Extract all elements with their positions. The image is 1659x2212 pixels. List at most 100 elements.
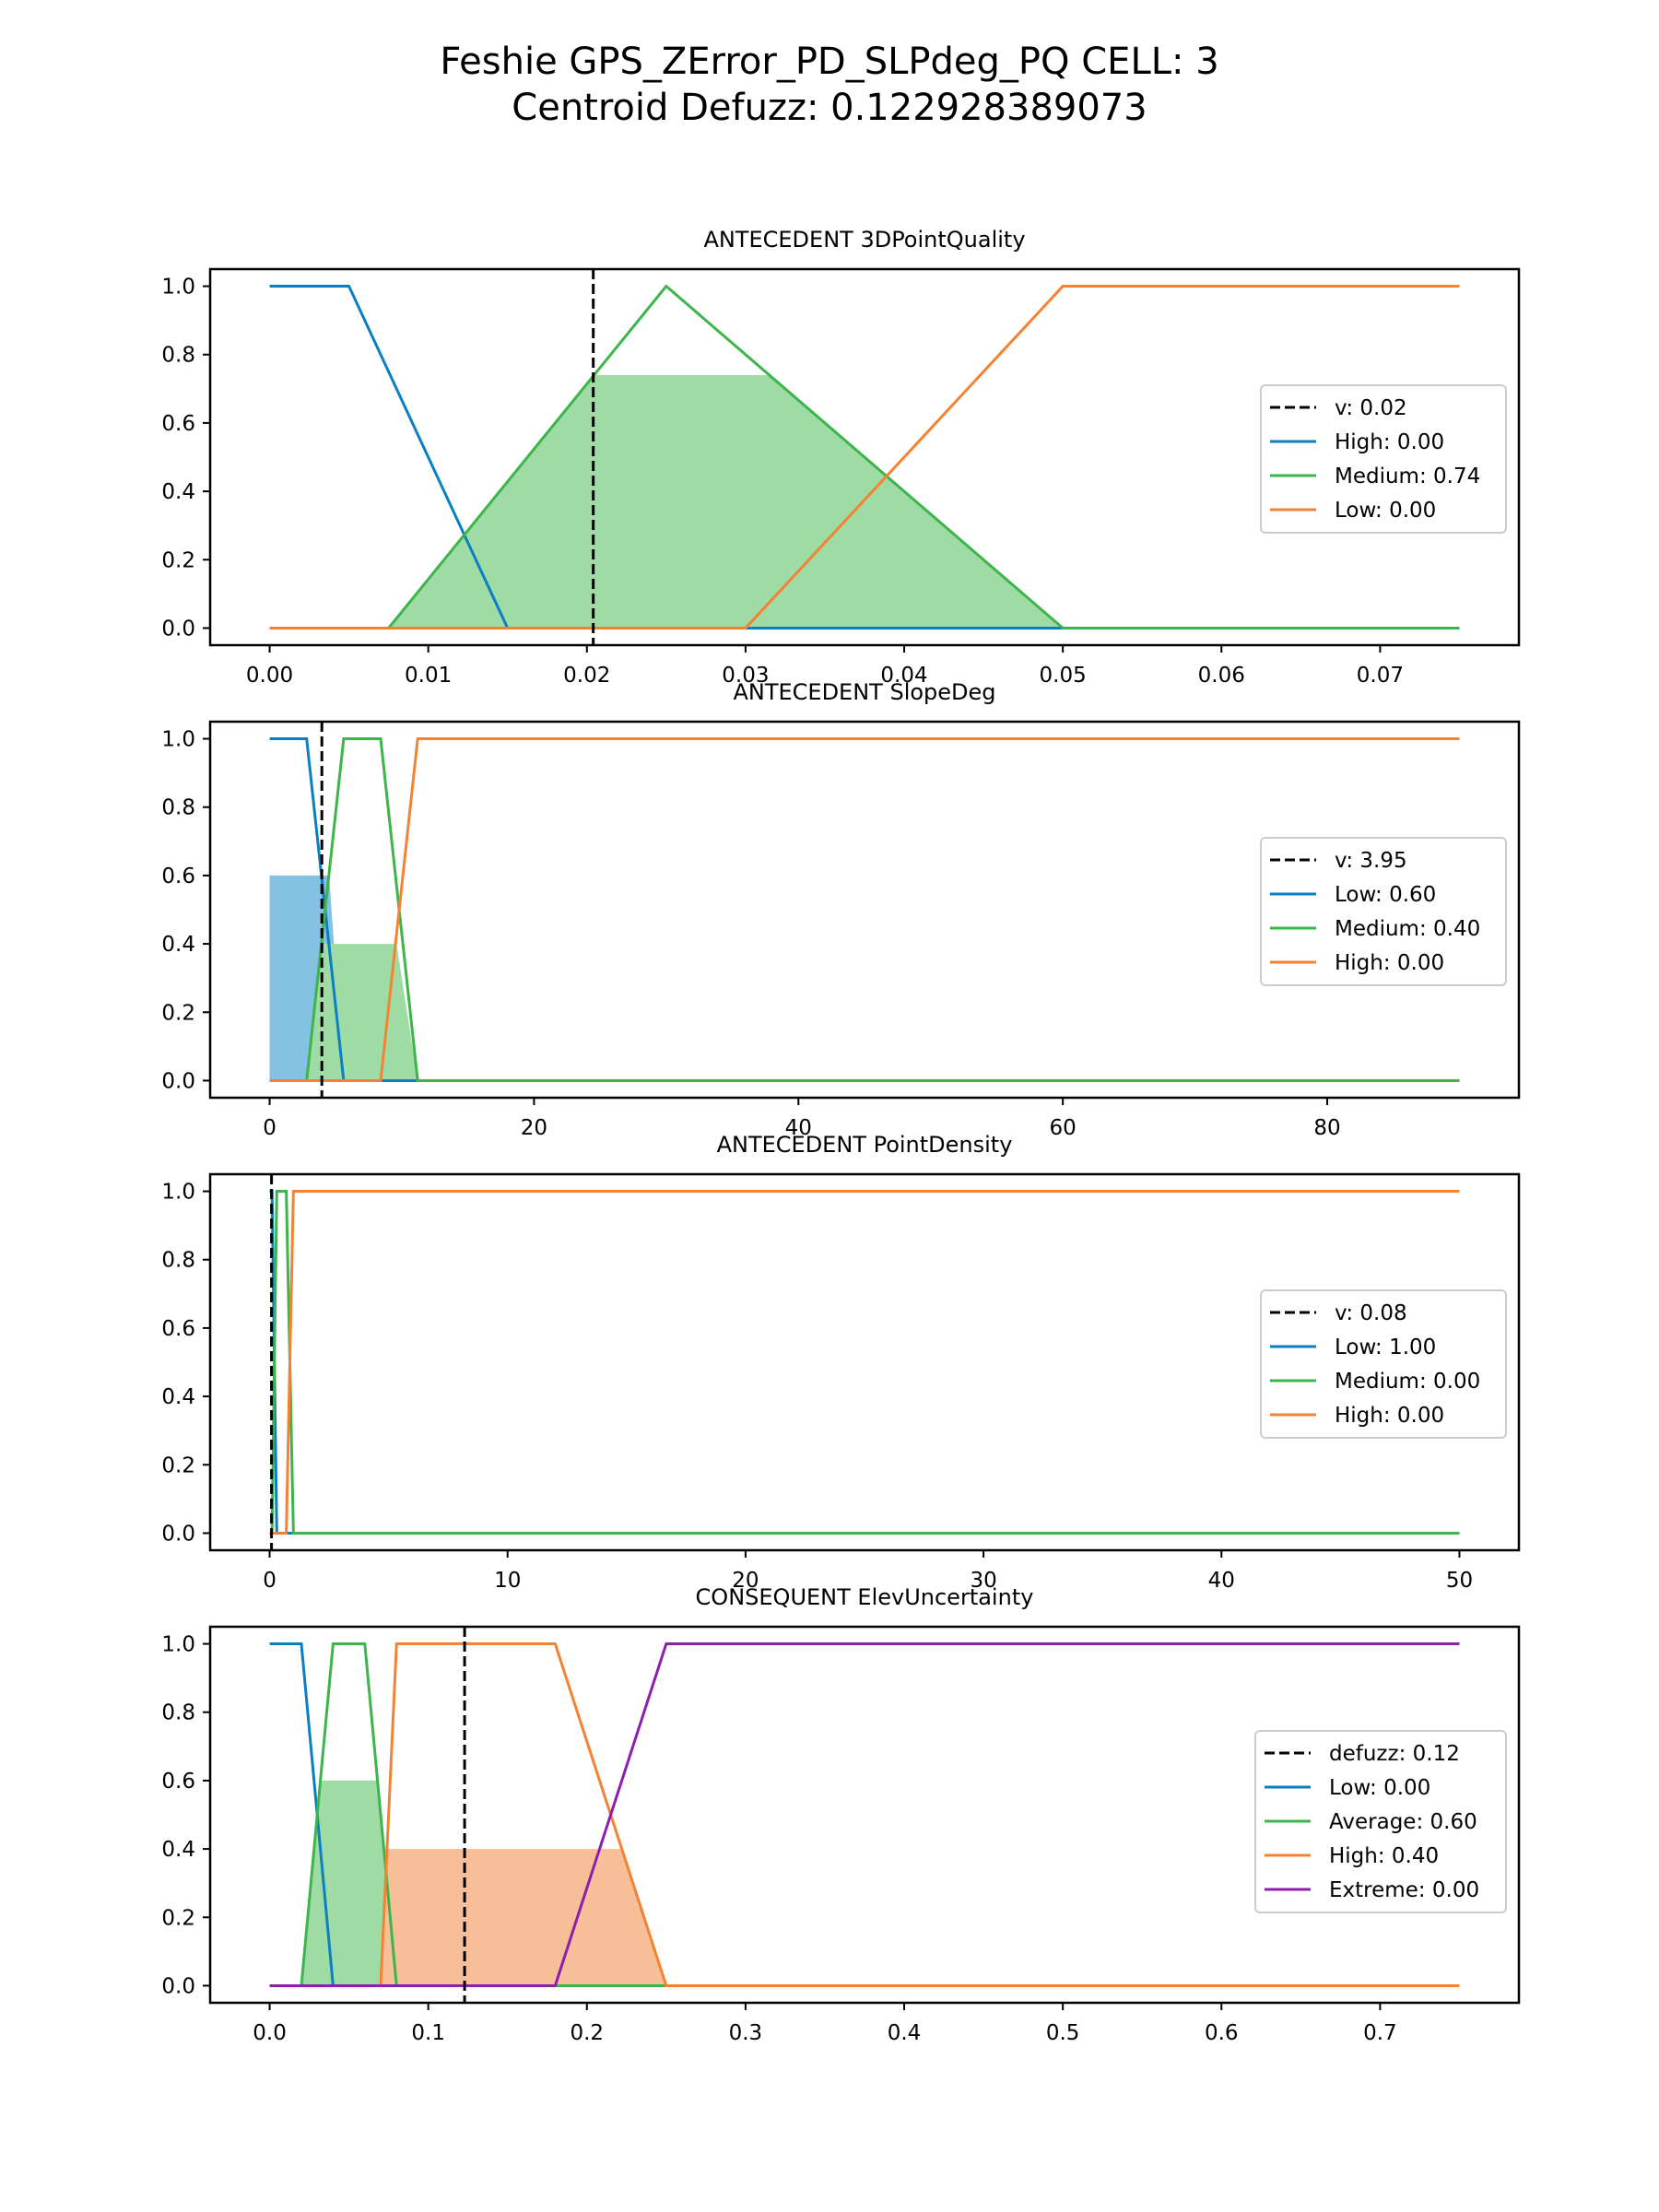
legend-label: defuzz: 0.12 — [1329, 1742, 1460, 1766]
y-tick-label: 0.0 — [161, 1974, 195, 1998]
subplot-title: ANTECEDENT PointDensity — [717, 1132, 1013, 1158]
legend-label: Average: 0.60 — [1329, 1810, 1477, 1834]
legend-box — [1260, 384, 1507, 534]
axes-frame — [208, 720, 1521, 1100]
x-tick-label: 0.0 — [253, 2021, 287, 2045]
x-tick-label: 0.02 — [563, 664, 610, 688]
legend-label: v: 0.02 — [1335, 396, 1407, 420]
y-tick-label: 1.0 — [161, 1633, 195, 1657]
x-tick-label: 50 — [1446, 1569, 1473, 1593]
y-tick-label: 0.6 — [161, 412, 195, 436]
y-tick-label: 1.0 — [161, 728, 195, 752]
y-tick-label: 0.4 — [161, 1838, 195, 1862]
y-tick-label: 0.2 — [161, 548, 195, 572]
y-tick-label: 0.4 — [161, 1385, 195, 1409]
x-tick-label: 30 — [970, 1569, 996, 1593]
subplot-3: ANTECEDENT PointDensity 0 10 20 30 40 50 0.0 0.2… — [161, 1132, 1521, 1593]
subplot-title: CONSEQUENT ElevUncertainty — [696, 1584, 1034, 1610]
legend-label: Extreme: 0.00 — [1329, 1878, 1479, 1902]
x-tick-label: 0.4 — [888, 2021, 922, 2045]
subplot-1: ANTECEDENT 3DPointQuality 0.00 0.01 0.02 0.0… — [161, 227, 1521, 688]
legend-label: Medium: 0.00 — [1335, 1370, 1480, 1394]
y-tick-label: 0.2 — [161, 1001, 195, 1025]
y-tick-label: 0.0 — [161, 1069, 195, 1093]
x-tick-label: 0.2 — [570, 2021, 604, 2045]
axes-frame — [208, 1172, 1521, 1552]
y-tick-label: 0.8 — [161, 344, 195, 368]
x-tick-label: 10 — [494, 1569, 521, 1593]
figure-title: Feshie GPS_ZError_PD_SLPdeg_PQ CELL: 3 — [440, 41, 1219, 83]
membership-fill — [300, 1780, 397, 1986]
y-tick-label: 1.0 — [161, 276, 195, 300]
x-tick-label: 0.3 — [729, 2021, 763, 2045]
series-line — [269, 1642, 1460, 1987]
y-tick-label: 0.2 — [161, 1906, 195, 1930]
axes-frame — [208, 267, 1521, 647]
series-line — [269, 285, 1460, 629]
subplot-4: CONSEQUENT ElevUncertainty 0.0 0.1 0.2 0.3 0.… — [161, 1584, 1521, 2045]
y-tick-label: 0.0 — [161, 1522, 195, 1546]
membership-fill — [388, 374, 1064, 629]
legend: v: 0.08 Low: 1.00 Medium: 0.00 High: 0.00 — [1260, 1289, 1507, 1439]
figure-subtitle: Centroid Defuzz: 0.122928389073 — [512, 87, 1147, 129]
x-tick-label: 0.06 — [1198, 664, 1245, 688]
x-tick-label: 0.6 — [1205, 2021, 1239, 2045]
legend-label: High: 0.40 — [1329, 1844, 1439, 1868]
membership-fill — [381, 1849, 666, 1986]
series-line — [269, 737, 1460, 1082]
series-line — [269, 1190, 1460, 1535]
legend-box — [1260, 1289, 1507, 1439]
legend-box — [1260, 837, 1507, 986]
y-tick-label: 1.0 — [161, 1181, 195, 1205]
legend-label: Medium: 0.40 — [1335, 917, 1480, 941]
legend: v: 0.02 High: 0.00 Medium: 0.74 Low: 0.00 — [1260, 384, 1507, 534]
x-tick-label: 20 — [521, 1116, 547, 1140]
x-tick-label: 0.1 — [411, 2021, 445, 2045]
x-tick-label: 0.01 — [405, 664, 452, 688]
legend: v: 3.95 Low: 0.60 Medium: 0.40 High: 0.00 — [1260, 837, 1507, 986]
y-tick-label: 0.6 — [161, 1770, 195, 1794]
x-tick-label: 0.00 — [246, 664, 293, 688]
x-tick-label: 80 — [1313, 1116, 1340, 1140]
y-tick-label: 0.4 — [161, 480, 195, 504]
y-tick-label: 0.2 — [161, 1453, 195, 1477]
y-tick-label: 0.8 — [161, 796, 195, 820]
legend-label: v: 3.95 — [1335, 849, 1407, 873]
x-tick-label: 0 — [263, 1569, 276, 1593]
x-tick-label: 0.05 — [1040, 664, 1087, 688]
legend-label: High: 0.00 — [1335, 430, 1444, 454]
subplot-title: ANTECEDENT SlopeDeg — [733, 679, 995, 705]
axes-frame — [208, 1625, 1521, 2005]
x-tick-label: 0.7 — [1363, 2021, 1397, 2045]
legend-label: High: 0.00 — [1335, 1404, 1444, 1428]
legend-label: High: 0.00 — [1335, 951, 1444, 975]
x-tick-label: 0.04 — [880, 664, 927, 688]
x-tick-label: 60 — [1050, 1116, 1077, 1140]
x-tick-label: 0.07 — [1357, 664, 1404, 688]
legend-label: Low: 0.60 — [1335, 883, 1436, 907]
y-tick-label: 0.6 — [161, 865, 195, 888]
x-tick-label: 20 — [732, 1569, 759, 1593]
legend-label: Low: 0.00 — [1329, 1776, 1430, 1800]
x-tick-label: 40 — [785, 1116, 812, 1140]
legend-label: Low: 0.00 — [1335, 499, 1436, 523]
legend: defuzz: 0.12 Low: 0.00 Average: 0.60 High: … — [1254, 1730, 1507, 1913]
series-line — [269, 285, 1460, 629]
y-tick-label: 0.6 — [161, 1317, 195, 1341]
x-tick-label: 0.03 — [722, 664, 769, 688]
legend-label: Medium: 0.74 — [1335, 465, 1480, 488]
subplot-title: ANTECEDENT 3DPointQuality — [703, 227, 1025, 253]
legend-label: v: 0.08 — [1335, 1301, 1407, 1325]
legend-box — [1254, 1730, 1507, 1913]
legend-label: Low: 1.00 — [1335, 1335, 1436, 1359]
x-tick-label: 0 — [263, 1116, 276, 1140]
y-tick-label: 0.4 — [161, 933, 195, 957]
y-tick-label: 0.0 — [161, 617, 195, 641]
membership-fill — [306, 944, 418, 1081]
x-tick-label: 0.5 — [1046, 2021, 1080, 2045]
y-tick-label: 0.8 — [161, 1249, 195, 1273]
y-tick-label: 0.8 — [161, 1701, 195, 1725]
x-tick-label: 40 — [1208, 1569, 1235, 1593]
